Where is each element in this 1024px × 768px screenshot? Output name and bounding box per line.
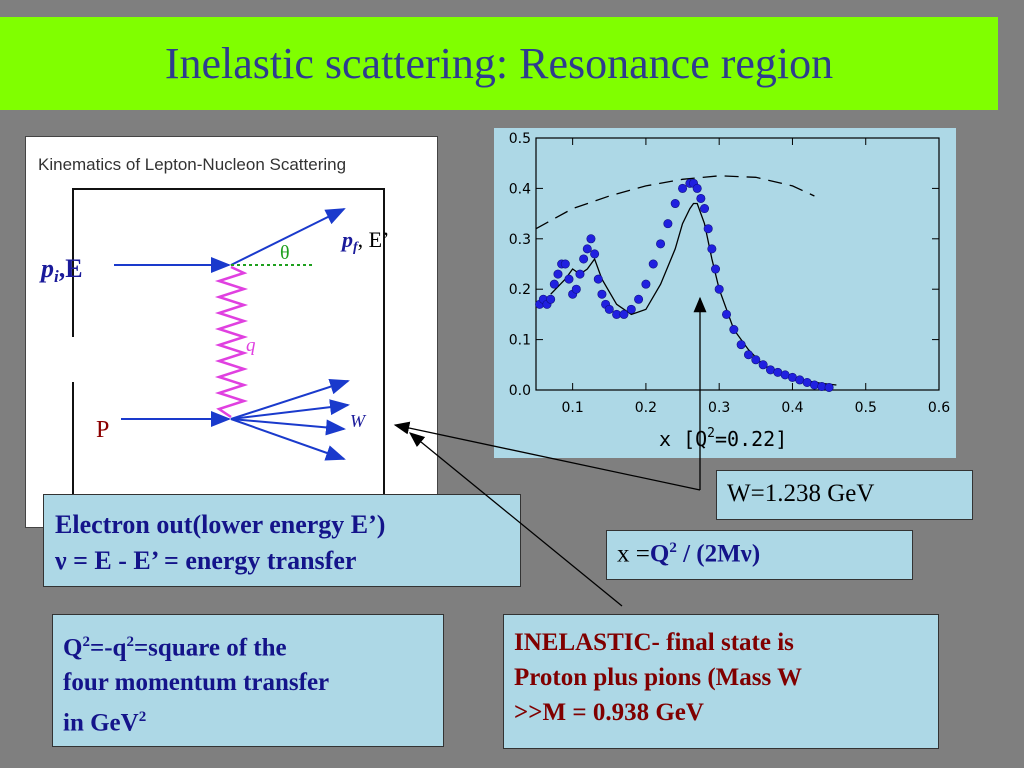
data-point xyxy=(641,279,651,289)
data-point xyxy=(809,380,819,390)
y-tick-label: 0.0 xyxy=(509,383,531,399)
y-tick-label: 0.1 xyxy=(509,333,531,349)
q2-line-1: Q2=-q2=square of the xyxy=(63,634,287,662)
data-points xyxy=(535,178,834,392)
electron-out-line-2: ν = E - E’ = energy transfer xyxy=(55,546,357,575)
data-point xyxy=(743,350,753,360)
q2-line-3: in GeV2 xyxy=(63,709,147,737)
data-point xyxy=(678,183,688,193)
data-point xyxy=(604,304,614,314)
data-point xyxy=(736,340,746,350)
data-point xyxy=(634,294,644,304)
data-point xyxy=(817,381,827,391)
w-value-box: W=1.238 GeV xyxy=(716,470,973,520)
hadron-arrow-1 xyxy=(230,378,350,420)
q2-definition-box: Q2=-q2=square of the four momentum trans… xyxy=(52,614,444,747)
inelastic-line-3: >>M = 0.938 GeV xyxy=(514,699,704,726)
data-point xyxy=(546,294,556,304)
x-tick-label: 0.4 xyxy=(781,400,803,416)
bjorken-x-box: x =Q2 / (2Mν) xyxy=(606,530,913,580)
plot-frame xyxy=(535,137,940,391)
hadron-arrow-3 xyxy=(230,418,346,436)
data-point xyxy=(575,269,585,279)
y-tick-label: 0.4 xyxy=(509,181,531,197)
theta-label: θ xyxy=(280,242,290,264)
x-tick-label: 0.6 xyxy=(928,400,950,416)
data-point xyxy=(729,325,739,335)
data-point xyxy=(648,259,658,269)
data-point xyxy=(549,279,559,289)
data-point xyxy=(700,204,710,214)
data-point xyxy=(593,274,603,284)
data-point xyxy=(711,264,721,274)
x-axis-label: x [Q2=0.22] xyxy=(659,426,787,451)
inelastic-box: INELASTIC- final state is Proton plus pi… xyxy=(503,614,939,749)
data-point xyxy=(703,224,713,234)
data-point xyxy=(582,244,592,254)
axis-ticks: 0.1 0.2 0.3 0.4 0.5 0.6 0.0 0.1 0.2 0.3 0.4 0.5 xyxy=(509,131,950,416)
y-tick-label: 0.5 xyxy=(509,131,531,147)
kinematics-diagram: Kinematics of Lepton-Nucleon Scattering … xyxy=(25,136,438,528)
data-point xyxy=(692,183,702,193)
data-point xyxy=(670,199,680,209)
electron-out-line-1: Electron out(lower energy E’) xyxy=(55,510,386,539)
inelastic-line-1: INELASTIC- final state is xyxy=(514,629,794,656)
w-value-text: W=1.238 GeV xyxy=(727,480,875,507)
x-tick-label: 0.5 xyxy=(855,400,877,416)
outgoing-lepton-arrow xyxy=(230,208,346,266)
w-label: W xyxy=(350,411,367,431)
outgoing-momentum-label: pf, E’ xyxy=(340,227,389,255)
data-point xyxy=(824,382,834,392)
data-point xyxy=(758,360,768,370)
resonance-plot-svg: 0.1 0.2 0.3 0.4 0.5 0.6 0.0 0.1 0.2 0.3 0.4 0.5 x [… xyxy=(509,131,950,451)
slide-title: Inelastic scattering: Resonance region xyxy=(164,39,834,88)
data-point xyxy=(553,269,563,279)
electron-out-box: Electron out(lower energy E’) ν = E - E’… xyxy=(43,494,521,587)
y-tick-label: 0.2 xyxy=(509,282,531,298)
data-point xyxy=(586,234,596,244)
inelastic-line-2: Proton plus pions (Mass W xyxy=(514,664,803,691)
incoming-momentum-label: pi,E xyxy=(39,254,83,286)
q2-line-2: four momentum transfer xyxy=(63,669,330,697)
data-point xyxy=(707,244,717,254)
x-tick-label: 0.3 xyxy=(708,400,730,416)
data-point xyxy=(714,284,724,294)
data-point xyxy=(751,355,761,365)
data-point xyxy=(696,193,706,203)
data-point xyxy=(579,254,589,264)
title-bar: Inelastic scattering: Resonance region xyxy=(0,17,998,110)
data-point xyxy=(564,274,574,284)
diagram-heading: Kinematics of Lepton-Nucleon Scattering xyxy=(38,155,346,174)
x-tick-label: 0.2 xyxy=(635,400,657,416)
q-label: q xyxy=(246,335,256,356)
frame-line-upper xyxy=(72,188,385,527)
data-point xyxy=(560,259,570,269)
curves xyxy=(535,175,837,386)
data-point xyxy=(619,309,629,319)
y-tick-label: 0.3 xyxy=(509,232,531,248)
proton-label: P xyxy=(96,417,109,443)
data-point xyxy=(626,304,636,314)
hadron-arrow-2 xyxy=(230,399,350,420)
x-tick-label: 0.1 xyxy=(562,400,584,416)
data-point xyxy=(597,289,607,299)
dashed-curve xyxy=(535,175,815,230)
data-point xyxy=(656,239,666,249)
kinematics-diagram-svg: Kinematics of Lepton-Nucleon Scattering … xyxy=(38,155,389,527)
data-point xyxy=(722,309,732,319)
hadron-arrow-4 xyxy=(230,418,346,461)
data-point xyxy=(590,249,600,259)
solid-curve xyxy=(550,202,837,386)
virtual-photon-line xyxy=(214,265,249,419)
resonance-plot: 0.1 0.2 0.3 0.4 0.5 0.6 0.0 0.1 0.2 0.3 0.4 0.5 x [… xyxy=(494,128,956,458)
data-point xyxy=(571,284,581,294)
data-point xyxy=(663,219,673,229)
